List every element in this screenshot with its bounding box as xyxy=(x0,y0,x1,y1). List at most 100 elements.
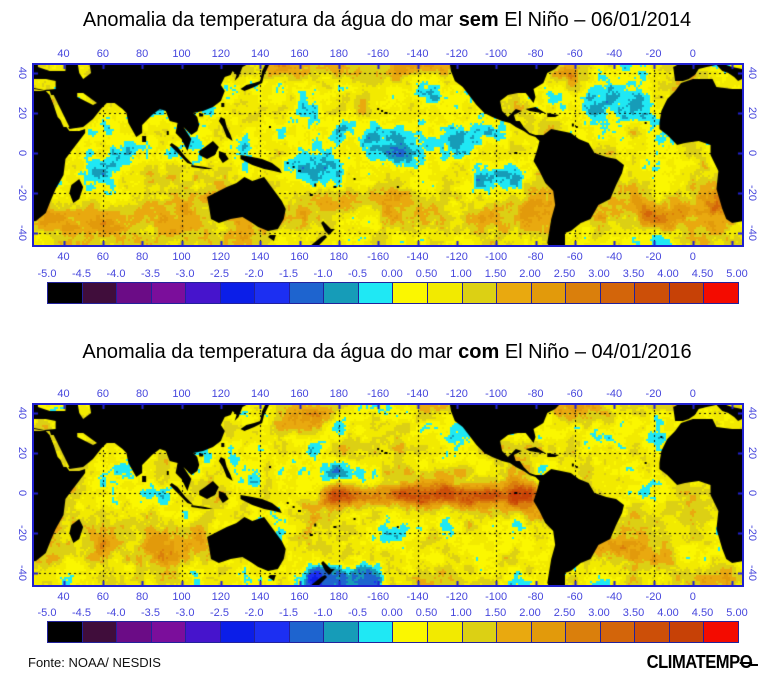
logo-text: CLIMATEMP xyxy=(646,652,741,672)
colorbar-tick-label: -2.5 xyxy=(210,607,229,619)
lon-tick-label: -100 xyxy=(485,591,508,603)
colorbar-tick-label: 5.00 xyxy=(726,268,748,280)
lon-tick-label: 80 xyxy=(136,251,149,263)
lon-tick-label: 80 xyxy=(136,48,149,60)
title-text: El Niño – 06/01/2014 xyxy=(498,9,692,31)
lon-tick-label: 60 xyxy=(96,48,109,60)
lon-tick-label: 100 xyxy=(172,388,191,400)
colorbar-tick-label: 1.00 xyxy=(450,268,472,280)
colorbar-cell xyxy=(600,622,636,642)
lon-tick-label: 120 xyxy=(211,251,231,263)
logo-o-strike: O xyxy=(740,652,753,672)
lat-tick-label: 40 xyxy=(746,406,758,420)
lon-tick-label: 40 xyxy=(57,48,70,60)
lon-tick-label: -120 xyxy=(445,48,468,60)
colorbar-cell xyxy=(704,283,738,303)
colorbar-cell xyxy=(255,283,290,303)
colorbar-tick-label: 4.00 xyxy=(657,268,679,280)
lon-tick-label: 40 xyxy=(57,251,70,263)
colorbar-tick-label: -3.0 xyxy=(175,268,195,280)
colorbar-cell xyxy=(82,283,118,303)
colorbar-tick-label: -3.5 xyxy=(141,268,160,280)
colorbar-cell xyxy=(151,283,187,303)
colorbar-tick-label: 5.00 xyxy=(726,607,748,619)
lon-tick-label: 160 xyxy=(290,48,309,60)
colorbar-scale-labels: -5.0 -4.5 -4.0 -3.5 -3.0 -2.5 -2.0 -1.5 -1.0 -0.5… xyxy=(0,607,774,619)
colorbar-tick-label: -0.5 xyxy=(348,607,367,619)
colorbar-tick-label: -1.0 xyxy=(313,607,333,619)
colorbar-cell xyxy=(635,283,670,303)
colorbar-tick-label: -4.5 xyxy=(72,607,91,619)
title-text: Anomalia da temperatura da água do mar xyxy=(82,341,459,363)
lat-tick-label: 0 xyxy=(16,489,28,497)
lon-tick-label: 100 xyxy=(172,48,191,60)
lon-tick-label: -20 xyxy=(645,591,662,603)
lon-tick-label: 180 xyxy=(329,251,349,263)
colorbar-cell xyxy=(428,283,463,303)
title-bold-word: sem xyxy=(458,9,499,31)
anomaly-map-canvas-sem xyxy=(34,65,742,245)
colorbar-tick-label: 3.00 xyxy=(588,607,610,619)
lat-tick-label: 40 xyxy=(16,406,28,420)
colorbar-tick-label: -5.0 xyxy=(37,607,57,619)
lat-tick-label: 0 xyxy=(746,489,758,497)
colorbar-tick-label: -3.5 xyxy=(141,607,160,619)
lon-tick-label: -20 xyxy=(645,48,662,60)
colorbar-cell xyxy=(358,283,394,303)
lon-tick-label: 140 xyxy=(250,591,270,603)
lat-tick-label: -20 xyxy=(16,525,28,541)
colorbar-tick-label: -2.0 xyxy=(244,268,264,280)
colorbar-cell xyxy=(393,622,429,642)
lon-axis-bottom: 40 60 80 100 120 140 160 180 -160 -140 -120 -100 -80… xyxy=(0,251,774,264)
lon-tick-label: -80 xyxy=(527,388,544,400)
panel-title-com: Anomalia da temperatura da água do mar c… xyxy=(0,341,774,364)
lon-tick-label: -20 xyxy=(645,251,662,263)
colorbar-tick-label: 3.50 xyxy=(622,268,645,280)
colorbar-cell xyxy=(117,283,152,303)
lon-tick-label: 40 xyxy=(57,388,70,400)
lat-tick-label: -20 xyxy=(746,185,758,201)
lon-tick-label: 80 xyxy=(136,591,149,603)
colorbar-cell xyxy=(462,622,498,642)
colorbar-tick-label: 3.00 xyxy=(588,268,610,280)
colorbar-tick-label: -1.0 xyxy=(313,268,333,280)
map-frame xyxy=(32,63,744,247)
climatempo-logo: CLIMATEMPO xyxy=(647,652,758,673)
colorbar-cell xyxy=(186,283,221,303)
colorbar xyxy=(47,282,739,304)
colorbar-cell xyxy=(151,622,187,642)
colorbar-tick-label: 1.00 xyxy=(450,607,472,619)
lon-tick-label: 60 xyxy=(96,388,109,400)
lon-tick-label: -140 xyxy=(406,388,429,400)
lon-tick-label: -40 xyxy=(606,388,623,400)
lon-axis-top: 40 60 80 100 120 140 160 180 -160 -140 -120 -100 -80… xyxy=(0,388,774,401)
map-panel-com-el-nino: Anomalia da temperatura da água do mar c… xyxy=(0,330,774,648)
colorbar-tick-label: 0.00 xyxy=(381,607,403,619)
colorbar-tick-label: -2.0 xyxy=(244,607,264,619)
colorbar-cell xyxy=(220,622,256,642)
lon-tick-label: -160 xyxy=(367,591,390,603)
lon-tick-label: -40 xyxy=(606,591,623,603)
lon-tick-label: 160 xyxy=(290,251,309,263)
lon-tick-label: -100 xyxy=(485,388,508,400)
lat-tick-label: 20 xyxy=(746,106,758,120)
colorbar-cell xyxy=(393,283,429,303)
colorbar-cell xyxy=(428,622,463,642)
anomaly-map-canvas-com xyxy=(34,405,742,585)
colorbar-tick-label: 2.50 xyxy=(553,268,576,280)
colorbar-cell xyxy=(462,283,498,303)
lon-tick-label: -140 xyxy=(406,591,429,603)
lon-tick-label: 120 xyxy=(211,388,231,400)
colorbar-cell xyxy=(324,622,359,642)
panel-title-sem: Anomalia da temperatura da água do mar s… xyxy=(0,9,774,32)
lon-tick-label: 140 xyxy=(250,48,270,60)
lon-tick-label: -80 xyxy=(527,591,544,603)
colorbar-cell xyxy=(669,283,705,303)
lon-tick-label: -100 xyxy=(485,251,508,263)
colorbar-tick-label: -1.5 xyxy=(279,607,298,619)
lon-tick-label: -140 xyxy=(406,251,429,263)
colorbar-tick-label: -3.0 xyxy=(175,607,195,619)
colorbar-tick-label: 2.00 xyxy=(519,607,541,619)
colorbar-cell xyxy=(324,283,359,303)
lat-tick-label: 20 xyxy=(746,446,758,460)
